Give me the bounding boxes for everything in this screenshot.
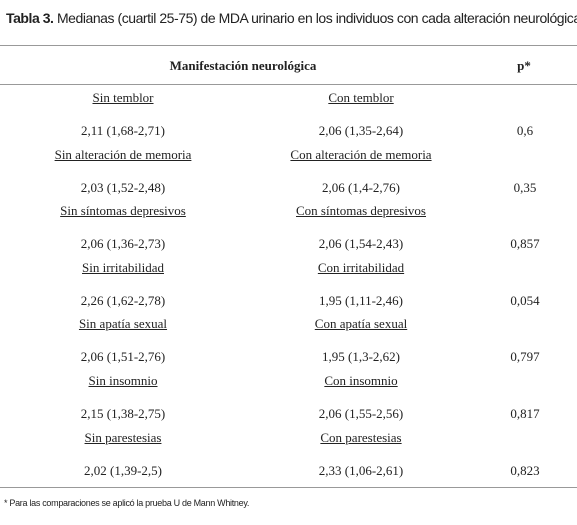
value-cell: 2,06 (1,54-2,43)	[318, 236, 404, 252]
header-cell: p*	[517, 58, 531, 73]
footnote: * Para las comparaciones se aplicó la pr…	[4, 498, 250, 508]
group-label: Sin irritabilidad	[82, 259, 164, 275]
title-label: Tabla 3.	[6, 10, 54, 26]
table-title: Tabla 3. Medianas (cuartil 25-75) de MDA…	[6, 10, 577, 26]
p-value: 0,6	[516, 123, 534, 138]
rule	[0, 487, 577, 488]
rule	[0, 45, 577, 46]
group-label: Con parestesias	[320, 429, 402, 445]
group-label: Sin parestesias	[84, 429, 162, 445]
group-label: Sin insomnio	[88, 373, 158, 388]
rule	[0, 84, 577, 85]
value-cell: 2,33 (1,06-2,61)	[318, 462, 404, 478]
header-cell: Manifestación neurológica	[169, 58, 317, 73]
p-value: 0,35	[513, 179, 537, 195]
group-label: Sin apatía sexual	[78, 316, 168, 332]
value-cell: 2,06 (1,4-2,76)	[322, 179, 400, 195]
group-label: Con apatía sexual	[314, 316, 408, 332]
p-value: 0,823	[510, 462, 540, 478]
p-value: 0,797	[510, 349, 540, 365]
group-label: Sin alteración de memoria	[54, 146, 192, 162]
value-cell: 2,02 (1,39-2,5)	[84, 462, 162, 478]
group-label: Con irritabilidad	[317, 259, 405, 275]
value-cell: 2,03 (1,52-2,48)	[80, 179, 166, 195]
group-label: Con temblor	[328, 90, 394, 105]
group-label: Con insomnio	[324, 373, 398, 388]
p-value: 0,857	[510, 236, 540, 252]
group-label: Con alteración de memoria	[290, 146, 432, 162]
value-cell: 2,26 (1,62-2,78)	[80, 292, 166, 308]
value-cell: 2,11 (1,68-2,71)	[80, 123, 166, 138]
p-value: 0,817	[510, 406, 540, 421]
group-label: Sin temblor	[92, 90, 154, 105]
value-cell: 2,06 (1,51-2,76)	[80, 349, 166, 365]
group-label: Con síntomas depresivos	[296, 203, 426, 219]
value-cell: 2,06 (1,35-2,64)	[318, 123, 404, 138]
group-label: Sin síntomas depresivos	[60, 203, 186, 219]
value-cell: 2,06 (1,36-2,73)	[80, 236, 166, 252]
value-cell: 2,15 (1,38-2,75)	[80, 406, 166, 421]
value-cell: 1,95 (1,11-2,46)	[318, 292, 404, 308]
p-value: 0,054	[510, 292, 540, 308]
value-cell: 1,95 (1,3-2,62)	[322, 349, 400, 365]
title-text: Medianas (cuartil 25-75) de MDA urinario…	[56, 10, 577, 26]
value-cell: 2,06 (1,55-2,56)	[318, 406, 404, 421]
